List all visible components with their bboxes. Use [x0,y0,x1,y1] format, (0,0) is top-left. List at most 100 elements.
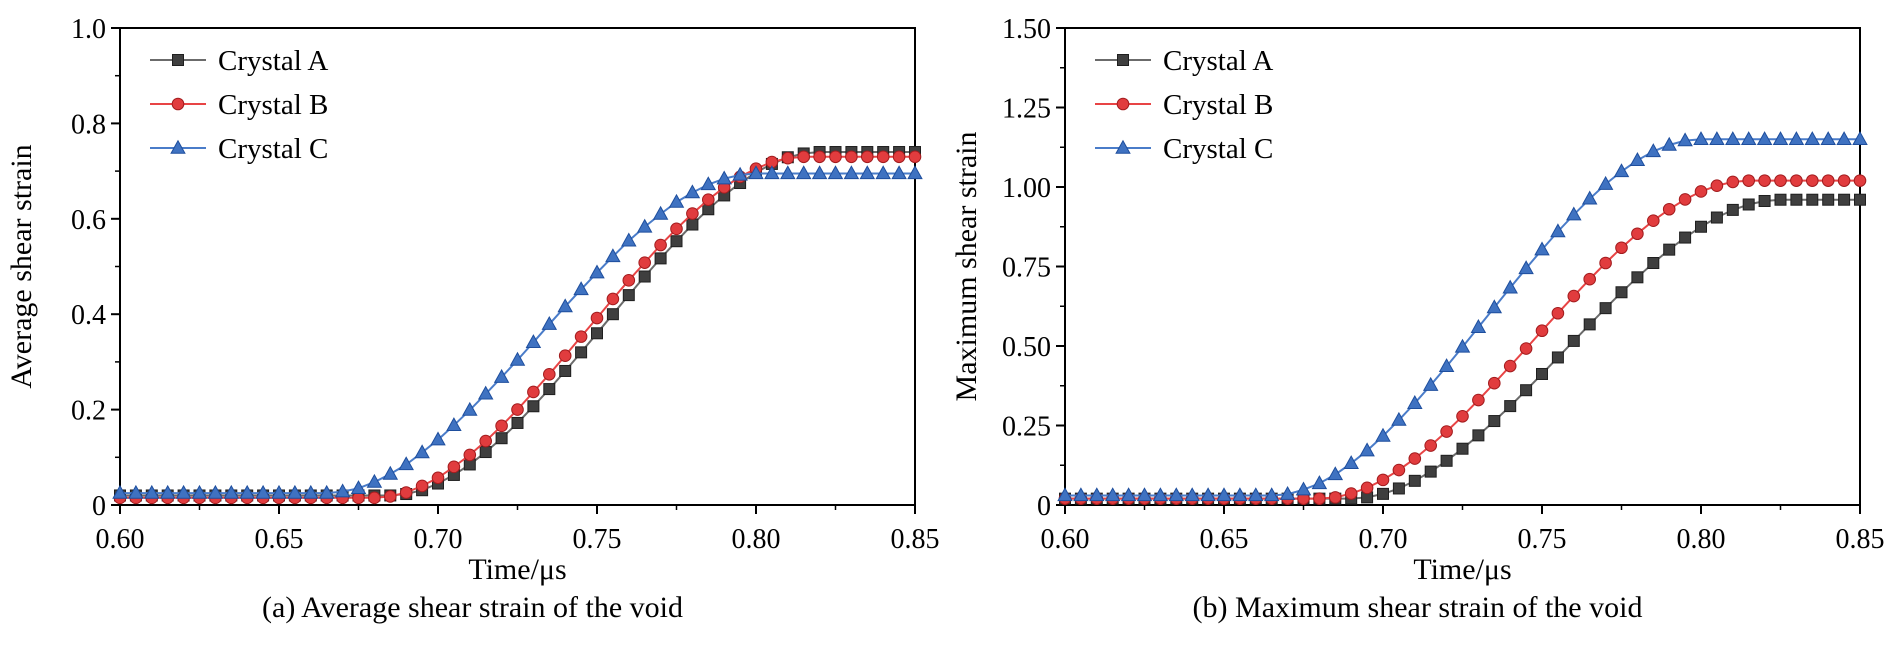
triangle-marker [1788,131,1805,145]
y-tick-label: 1.0 [71,14,106,45]
x-tick-label: 0.80 [732,524,781,555]
triangle-marker [1486,299,1503,314]
triangle-marker [541,315,558,330]
triangle-marker [159,484,176,499]
square-marker [1488,415,1501,428]
triangle-marker [668,193,685,208]
circle-marker [1631,227,1644,241]
square-marker [1377,487,1389,500]
circle-marker [1694,185,1708,198]
triangle-marker [1852,131,1868,145]
triangle-marker [1518,260,1534,275]
series-line [120,155,915,499]
series-crystal-b [113,150,922,505]
triangle-marker [907,165,923,180]
triangle-marker [1375,427,1391,442]
circle-marker [171,97,185,111]
triangle-marker [1115,139,1131,154]
square-marker [1647,257,1660,270]
series-crystal-c [1057,131,1868,502]
chart-maximum-shear-strain: 0.60 0.65 0.70 0.75 0.80 0.85 0 0.25 0.50 0.75 1.0… [950,14,1885,586]
circle-marker [1392,463,1406,477]
triangle-marker [716,170,732,185]
square-marker [1758,194,1771,207]
triangle-marker [891,165,907,180]
square-marker [670,235,683,248]
square-marker [1392,482,1405,495]
circle-marker [1726,175,1740,189]
triangle-marker [191,484,208,499]
panel-average-shear-strain: 0.60 0.65 0.70 0.75 0.80 0.85 0 0.2 0.4 0.6 0.8 1.0… [0,12,945,625]
square-marker [1440,454,1453,467]
circle-marker [1774,174,1787,187]
triangle-marker [1391,411,1407,426]
triangle-marker [1073,487,1089,502]
x-tick-label: 0.80 [1677,524,1726,555]
triangle-marker [589,264,605,279]
y-tick-label: 0 [1037,491,1051,522]
y-tick-label: 1.50 [1002,14,1051,45]
circle-marker [1329,491,1342,504]
circle-marker [638,256,652,269]
triangle-marker [1057,487,1073,502]
y-tick-label: 0.75 [1002,253,1051,284]
square-marker [495,432,508,445]
triangle-marker [318,484,335,499]
circle-marker [543,368,556,381]
triangle-marker [1597,175,1614,190]
circle-marker [1821,174,1835,187]
triangle-marker [255,484,271,499]
square-marker [511,416,524,429]
circle-marker [1615,241,1628,255]
circle-marker [1116,97,1130,111]
triangle-marker [1104,487,1121,502]
triangle-marker [1613,163,1630,178]
square-marker [1551,351,1564,364]
triangle-marker [175,484,192,499]
y-axis-title: Average shear strain [5,144,38,388]
triangle-marker [764,165,780,180]
circle-marker [463,448,477,462]
chart-average-shear-strain: 0.60 0.65 0.70 0.75 0.80 0.85 0 0.2 0.4 0.6 0.8 1.0… [5,14,940,586]
x-tick-label: 0.85 [891,524,940,555]
circle-marker [447,460,461,474]
legend-label: Crystal A [1163,45,1273,77]
square-marker [1583,318,1596,331]
legend: Crystal A Crystal B Crystal C [1095,45,1273,165]
series-line [120,172,915,495]
circle-marker [1567,289,1581,303]
triangle-marker [366,473,383,488]
circle-marker [1440,425,1453,438]
legend: Crystal A Crystal B Crystal C [150,45,328,165]
circle-marker [399,486,413,499]
series-line [120,151,915,497]
circle-marker [702,193,715,207]
circle-marker [495,419,508,433]
triangle-marker [780,165,796,180]
triangle-marker [1359,442,1375,457]
triangle-marker [1200,487,1216,502]
circle-marker [686,207,699,220]
x-axis-title: Time/μs [468,553,566,586]
series-line [1065,138,1860,497]
circle-marker [829,150,842,164]
circle-marker [1488,376,1501,390]
triangle-marker [1327,466,1344,481]
y-axis-title: Maximum shear strain [950,132,983,402]
square-marker [654,252,667,265]
triangle-marker [795,165,812,180]
y-tick-label: 1.25 [1002,94,1051,125]
square-marker [172,54,184,66]
triangle-marker [239,484,255,499]
x-tick-label: 0.75 [573,524,622,555]
y-tick-label: 0.8 [71,109,106,140]
square-marker [1774,193,1787,206]
circle-marker [1456,409,1469,423]
triangle-marker [1232,487,1248,502]
x-axis: 0.60 0.65 0.70 0.75 0.80 0.85 [96,505,940,555]
y-axis: 0 0.2 0.4 0.6 0.8 1.0 [71,14,120,522]
triangle-marker [1836,131,1852,145]
y-tick-label: 0.4 [71,300,106,331]
circle-marker [876,150,890,164]
circle-marker [1758,174,1771,187]
